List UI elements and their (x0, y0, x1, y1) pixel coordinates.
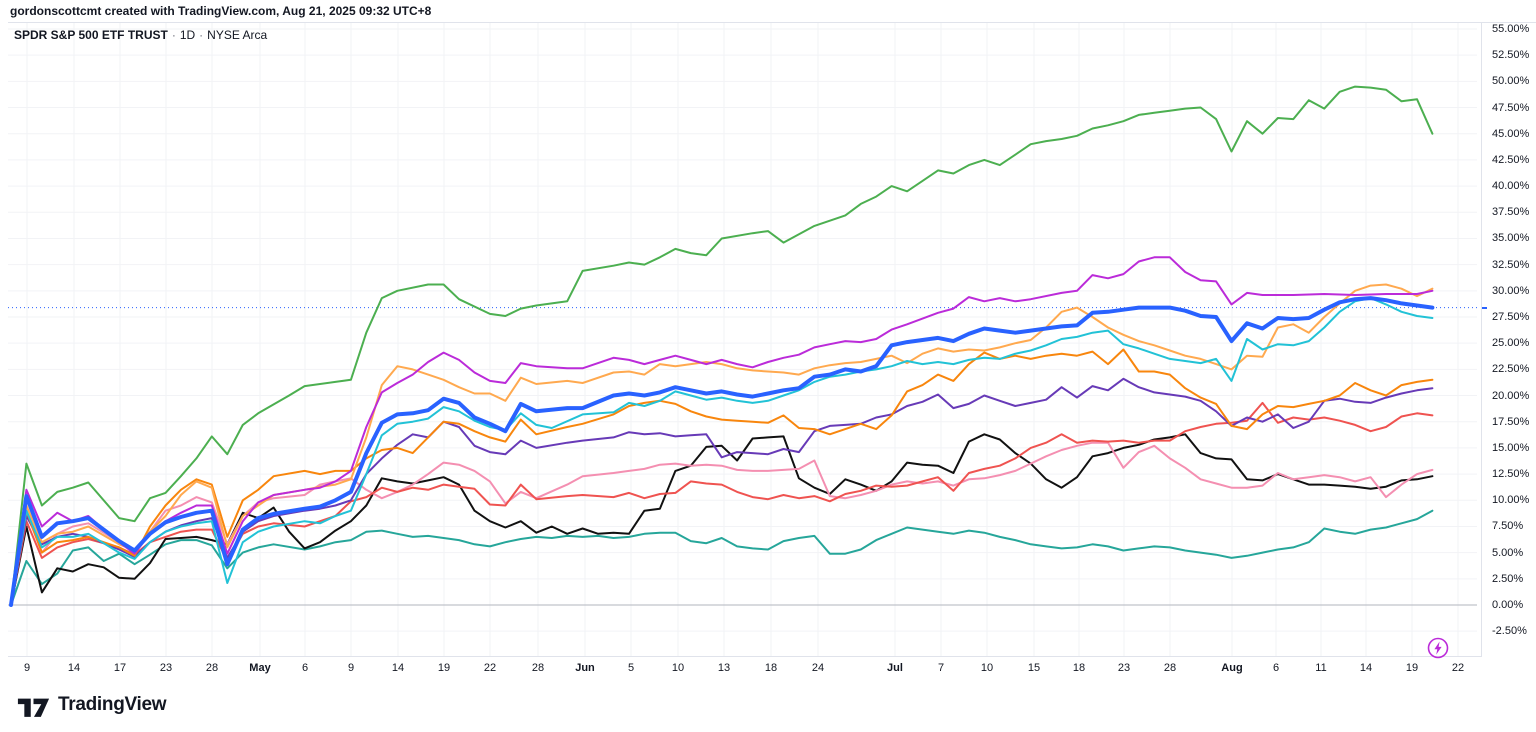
x-axis-label: Jul (887, 662, 903, 674)
y-axis-label: 0.00% (1492, 599, 1524, 611)
time-axis[interactable]: 9 14 17 23 28 May 6 9 14 19 22 28 Jun 5 10 13 18 24 Jul 7 10… (8, 656, 1481, 682)
tradingview-logo[interactable]: TradingView (17, 692, 167, 718)
flash-icon (1427, 637, 1449, 659)
x-axis-label: 22 (1451, 662, 1465, 674)
y-axis-label: 25.00% (1492, 337, 1530, 350)
y-axis-label: 30.00% (1492, 284, 1530, 297)
y-axis-label: 10.00% (1492, 494, 1530, 507)
series-line-comparison-indigo[interactable] (10, 377, 1434, 606)
x-axis-label: 6 (301, 662, 309, 674)
price-axis-marker (1482, 306, 1487, 309)
x-axis-label: Jun (575, 662, 595, 674)
x-axis-label: 19 (1405, 662, 1419, 674)
x-axis-label: 14 (67, 662, 81, 674)
x-axis-label: 6 (1272, 662, 1280, 674)
series-line-comparison-magenta[interactable] (10, 256, 1434, 606)
chart-pane[interactable]: SPDR S&P 500 ETF TRUST · 1D · NYSE Arca (8, 22, 1482, 657)
x-axis-label: 23 (1117, 662, 1131, 674)
y-axis-label: 32.50% (1492, 258, 1530, 271)
series-line-comparison-pink[interactable] (10, 441, 1434, 606)
y-axis-label: 2.50% (1492, 572, 1524, 585)
y-axis-label: 27.50% (1492, 311, 1530, 323)
y-axis-label: 7.50% (1492, 520, 1524, 533)
series-line-comparison-black[interactable] (10, 433, 1434, 606)
x-axis-label: 13 (717, 662, 731, 674)
series-line-comparison-teal[interactable] (10, 509, 1434, 606)
series-line-comparison-dark-orange[interactable] (10, 348, 1434, 606)
y-axis-label: 5.00% (1492, 546, 1524, 559)
y-axis-label: -2.50% (1492, 625, 1527, 638)
y-axis-label: 40.00% (1492, 180, 1530, 193)
x-axis-label: 28 (531, 662, 545, 674)
y-axis-label: 22.50% (1492, 363, 1530, 376)
y-axis-label: 15.00% (1492, 441, 1530, 454)
series-line-comparison-cyan[interactable] (10, 297, 1434, 606)
exchange-label[interactable]: NYSE Arca (207, 28, 268, 42)
x-axis-label: 28 (205, 662, 219, 674)
x-axis-label: 14 (1359, 662, 1373, 674)
x-axis-label: May (249, 662, 271, 674)
y-axis-label: 17.50% (1492, 415, 1530, 428)
y-axis-label: 52.50% (1492, 49, 1530, 62)
y-axis-label: 37.50% (1492, 206, 1530, 219)
x-axis-label: 17 (113, 662, 127, 674)
series-line-comparison-red[interactable] (10, 401, 1434, 606)
interval-label[interactable]: 1D (179, 28, 196, 42)
x-axis-label: 22 (483, 662, 497, 674)
x-axis-label: 7 (937, 662, 945, 674)
legend-separator: · (171, 28, 176, 42)
x-axis-label: Aug (1221, 662, 1243, 674)
chart-plot-area[interactable] (8, 23, 1481, 656)
y-axis-label: 12.50% (1492, 468, 1530, 481)
x-axis-label: 5 (627, 662, 635, 674)
x-axis-label: 10 (671, 662, 685, 674)
x-axis-label: 15 (1027, 662, 1041, 674)
symbol-title[interactable]: SPDR S&P 500 ETF TRUST (14, 28, 168, 42)
y-axis-label: 50.00% (1492, 75, 1530, 88)
x-axis-label: 24 (811, 662, 825, 674)
y-axis-label: 55.00% (1492, 23, 1530, 35)
x-axis-label: 10 (980, 662, 994, 674)
y-axis-label: 47.50% (1492, 101, 1530, 114)
x-axis-label: 9 (347, 662, 355, 674)
x-axis-label: 11 (1315, 662, 1327, 674)
x-axis-label: 18 (1072, 662, 1086, 674)
y-axis-label: 42.50% (1492, 153, 1530, 166)
symbol-legend[interactable]: SPDR S&P 500 ETF TRUST · 1D · NYSE Arca (14, 28, 267, 42)
attribution-text: gordonscottcmt created with TradingView.… (10, 4, 432, 18)
flash-button[interactable] (1425, 635, 1451, 661)
series-line-spdr-s-p-500-etf-trust-main-[interactable] (9, 296, 1435, 607)
x-axis-label: 23 (159, 662, 173, 674)
y-axis-label: 45.00% (1492, 127, 1530, 140)
x-axis-label: 14 (391, 662, 405, 674)
x-axis-label: 28 (1163, 662, 1177, 674)
y-axis-label: 35.00% (1492, 232, 1530, 245)
x-axis-label: 19 (437, 662, 451, 674)
x-axis-label: 18 (764, 662, 778, 674)
x-axis-label: 9 (23, 662, 31, 674)
legend-separator: · (199, 28, 204, 42)
y-axis-label: 20.00% (1492, 389, 1530, 402)
series-line-comparison-green[interactable] (10, 85, 1434, 606)
tradingview-logo-icon (17, 698, 50, 717)
price-axis[interactable]: 55.00% 52.50% 50.00% 47.50% 45.00% 42.50% 40.0… (1482, 22, 1536, 656)
tradingview-logo-text: TradingView (58, 694, 167, 715)
